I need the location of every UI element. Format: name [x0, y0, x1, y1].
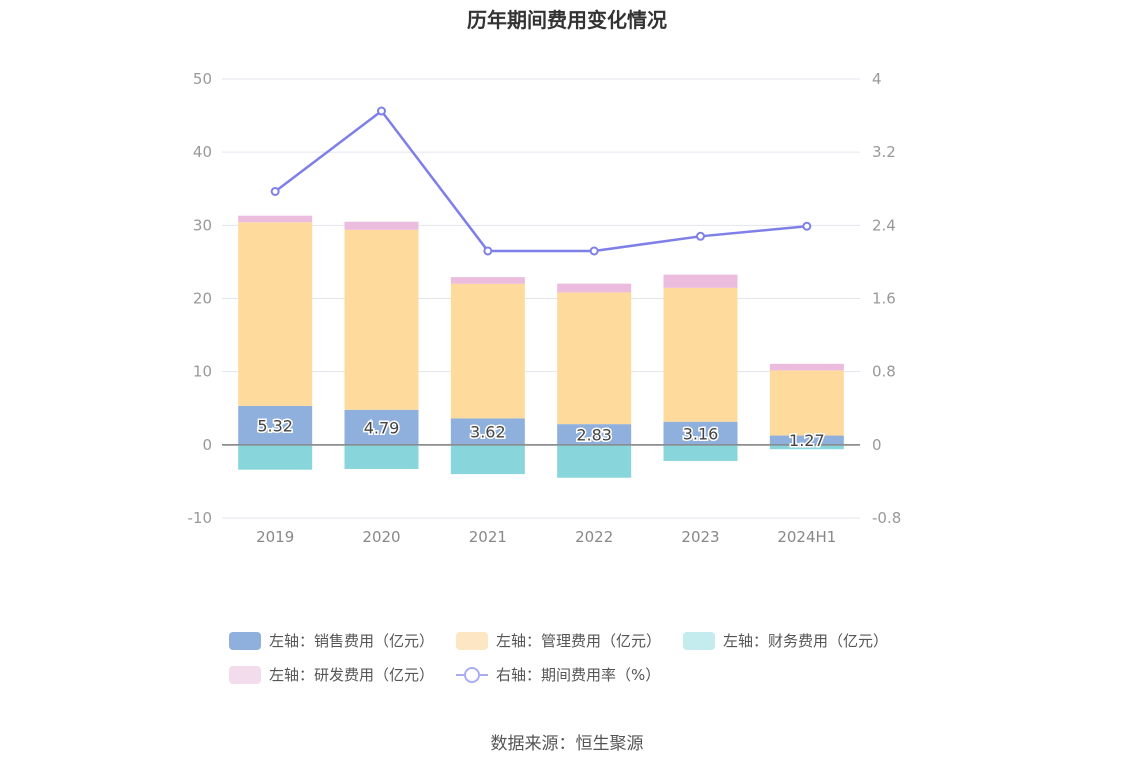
x-tick-label: 2020: [362, 528, 400, 546]
legend-line-icon: [456, 666, 489, 684]
bar-admin: [663, 287, 738, 422]
bar-rnd: [557, 283, 632, 293]
bar-sales: [663, 421, 738, 445]
expense-rate-point: [589, 246, 599, 256]
right-tick-label: 1.6: [872, 290, 896, 308]
sales-data-label: 4.79: [364, 418, 400, 437]
bar-sales: [238, 405, 313, 445]
bar-sales: [769, 435, 844, 445]
expense-rate-point: [270, 186, 280, 196]
left-tick-label: 20: [193, 290, 212, 308]
expense-rate-point: [696, 231, 705, 241]
sales-data-label: 5.32: [257, 416, 293, 435]
right-tick-label: 4: [872, 70, 882, 88]
legend-row-2: 左轴：研发费用（亿元） 右轴：期间费用率（%）: [229, 664, 660, 685]
bar-rnd: [663, 274, 738, 288]
bar-finance: [450, 444, 525, 475]
expense-rate-point: [377, 106, 386, 116]
bar-admin: [344, 229, 419, 410]
expense-rate-point: [802, 221, 812, 231]
legend-label-finance: 左轴：财务费用（亿元）: [723, 632, 889, 650]
left-tick-label: 30: [193, 216, 212, 234]
bar-finance: [238, 444, 313, 470]
bar-finance: [663, 444, 738, 461]
data-source: 数据来源：恒生聚源: [490, 734, 644, 754]
legend-label-rnd: 左轴：研发费用（亿元）: [269, 666, 435, 684]
legend-swatch-sales: [229, 631, 261, 650]
legend-swatch-admin: [456, 631, 489, 650]
bar-sales: [344, 409, 419, 445]
bar-finance: [557, 444, 632, 478]
left-tick-label: 40: [193, 143, 212, 161]
x-tick-label: 2019: [256, 528, 294, 546]
legend-item-expense-rate[interactable]: 右轴：期间费用率（%）: [456, 664, 660, 685]
sales-data-label: 1.27: [789, 431, 825, 450]
legend-label-expense-rate: 右轴：期间费用率（%）: [496, 666, 661, 684]
bar-sales: [557, 424, 632, 445]
legend-row-1: 左轴：销售费用（亿元） 左轴：管理费用（亿元） 左轴：财务费用（亿元）: [229, 630, 888, 651]
right-tick-label: 0.8: [872, 363, 896, 381]
sales-data-label: 3.16: [683, 424, 719, 443]
right-tick-label: 0: [872, 436, 882, 454]
bar-finance: [769, 444, 844, 450]
bar-finance: [344, 444, 419, 469]
right-tick-label: 3.2: [872, 143, 896, 161]
right-tick-label: 2.4: [872, 216, 896, 234]
legend-item-admin[interactable]: 左轴：管理费用（亿元）: [456, 630, 661, 651]
legend-item-finance[interactable]: 左轴：财务费用（亿元）: [683, 630, 888, 651]
legend-label-sales: 左轴：销售费用（亿元）: [269, 632, 435, 650]
bar-sales: [450, 418, 525, 445]
bar-rnd: [344, 221, 419, 230]
x-tick-label: 2021: [469, 528, 507, 546]
x-tick-label: 2023: [681, 528, 719, 546]
right-tick-label: -0.8: [872, 509, 901, 527]
legend-swatch-finance: [683, 631, 716, 650]
legend-item-sales[interactable]: 左轴：销售费用（亿元）: [229, 630, 434, 651]
sales-data-label: 3.62: [470, 423, 506, 442]
bar-admin: [557, 292, 632, 425]
left-tick-label: 0: [202, 436, 212, 454]
expense-rate-point: [483, 246, 493, 256]
legend-item-rnd[interactable]: 左轴：研发费用（亿元）: [229, 664, 434, 685]
chart-title: 历年期间费用变化情况: [467, 8, 667, 32]
left-tick-label: 50: [193, 70, 212, 88]
legend-label-admin: 左轴：管理费用（亿元）: [496, 632, 662, 650]
bar-admin: [238, 222, 313, 406]
x-tick-label: 2022: [575, 528, 613, 546]
bar-rnd: [238, 215, 313, 223]
left-tick-label: 10: [193, 363, 212, 381]
legend-swatch-rnd: [229, 665, 261, 684]
x-tick-label: 2024H1: [777, 528, 836, 546]
expense-rate-line: [274, 109, 807, 253]
bar-admin: [450, 283, 525, 419]
bar-admin: [769, 370, 844, 436]
sales-data-label: 2.83: [576, 425, 612, 444]
left-tick-label: -10: [188, 509, 213, 527]
bar-rnd: [450, 277, 525, 284]
bar-rnd: [769, 363, 844, 371]
